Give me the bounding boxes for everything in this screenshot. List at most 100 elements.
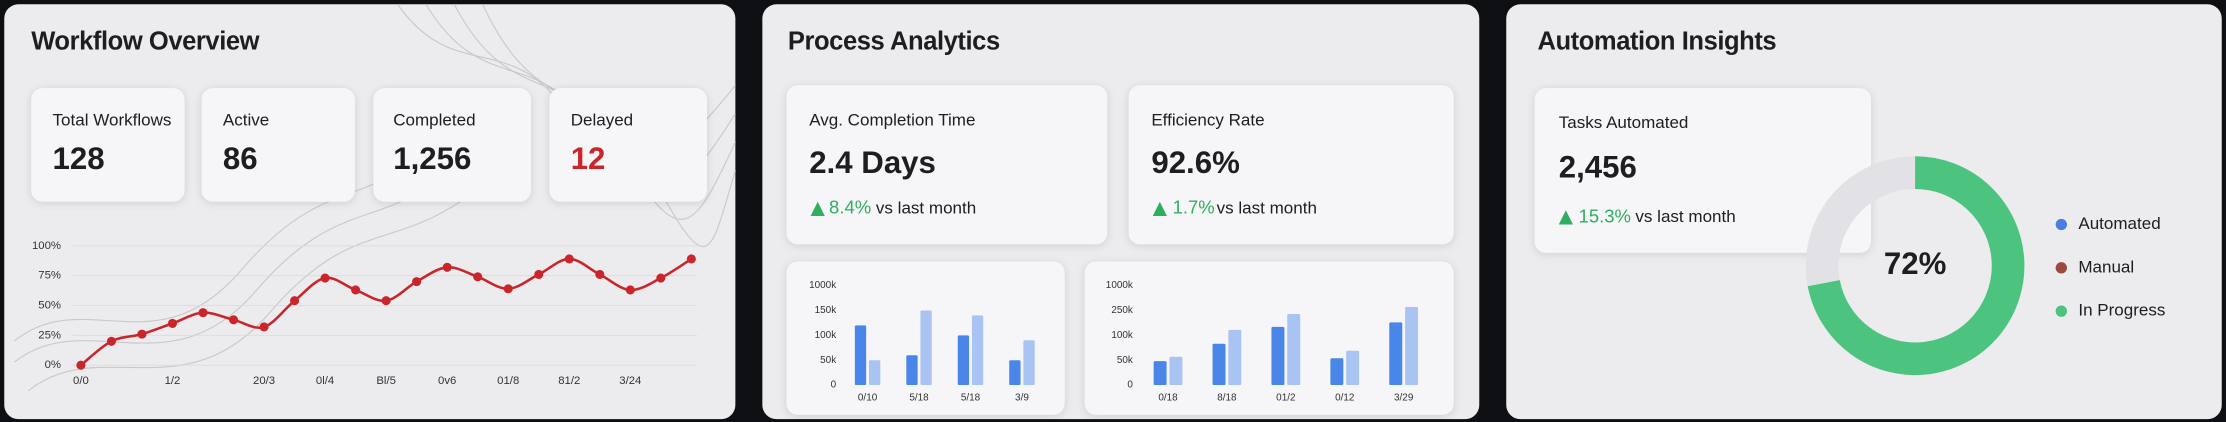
- legend-label: Automated: [2078, 214, 2160, 233]
- bar: [1271, 326, 1285, 386]
- card-value: 2,456: [1559, 149, 1637, 184]
- point: [76, 360, 86, 370]
- point: [167, 318, 178, 328]
- y-tick-label: 1000k: [809, 280, 836, 291]
- card-value: 86: [223, 141, 258, 176]
- card-change-note: vs last month: [1635, 207, 1735, 226]
- y-tick-label: 0%: [45, 359, 61, 371]
- x-tick-label: 5/18: [961, 392, 981, 403]
- card-label: Completed: [393, 110, 475, 129]
- y-tick-label: 50%: [38, 299, 61, 311]
- y-tick-label: 100k: [1111, 330, 1133, 341]
- x-tick-label: 0l/4: [316, 375, 334, 387]
- x-tick-label: 01/2: [1276, 392, 1296, 403]
- y-tick-label: 100k: [815, 330, 837, 341]
- card-value: 2.4 Days: [809, 145, 936, 180]
- bar: [1009, 360, 1021, 386]
- point: [473, 272, 483, 282]
- x-tick-label: 8/18: [1217, 392, 1237, 403]
- y-tick-label: 25%: [38, 329, 61, 341]
- legend-marker: [2055, 262, 2067, 274]
- x-tick-label: 0v6: [438, 375, 456, 387]
- point: [259, 322, 269, 332]
- bar: [957, 335, 970, 386]
- card-change: 8.4%: [829, 197, 871, 218]
- point: [595, 269, 605, 280]
- bar: [1153, 361, 1167, 386]
- bar: [1287, 313, 1301, 386]
- bar: [1212, 343, 1226, 386]
- bar: [1346, 350, 1360, 386]
- legend-label: In Progress: [2078, 301, 2165, 320]
- point: [320, 273, 330, 283]
- x-tick-label: 0/0: [73, 375, 89, 387]
- card-label: Efficiency Rate: [1151, 110, 1264, 129]
- bar: [1023, 340, 1035, 386]
- donut-center-label: 72%: [1884, 246, 1946, 281]
- point: [198, 308, 208, 318]
- point: [656, 273, 666, 283]
- panel: [4, 4, 736, 420]
- x-tick-label: 3/24: [619, 375, 641, 387]
- point: [351, 285, 361, 295]
- card-label: Tasks Automated: [1559, 113, 1689, 132]
- bar: [1405, 306, 1419, 386]
- point: [381, 296, 391, 306]
- x-tick-label: 81/2: [558, 375, 580, 387]
- point: [503, 284, 513, 294]
- point: [534, 269, 544, 280]
- y-tick-label: 250k: [1111, 305, 1133, 316]
- up-arrow: [1558, 210, 1573, 225]
- y-tick-label: 100%: [32, 240, 61, 252]
- x-tick-label: 3/29: [1394, 392, 1414, 403]
- y-tick-label: 50k: [820, 355, 836, 366]
- stat-card: [1534, 88, 1872, 253]
- card-label: Delayed: [571, 110, 633, 129]
- card-value: 1,256: [393, 141, 471, 176]
- bar: [971, 315, 984, 386]
- legend-marker: [2055, 218, 2067, 231]
- stat-card: [373, 88, 531, 202]
- point: [290, 296, 300, 306]
- bar: [1389, 322, 1403, 386]
- point: [106, 336, 116, 346]
- point: [137, 329, 147, 339]
- up-arrow: [810, 201, 825, 216]
- card-label: Active: [223, 110, 269, 129]
- stat-card: [31, 88, 185, 202]
- bar: [1228, 329, 1242, 386]
- x-tick-label: Bl/5: [376, 375, 396, 387]
- x-tick-label: 0/12: [1335, 392, 1355, 403]
- point: [228, 315, 239, 325]
- y-tick-label: 0: [1127, 380, 1133, 391]
- up-arrow: [1152, 201, 1167, 216]
- x-tick-label: 0/10: [858, 392, 878, 403]
- panel-title: Workflow Overview: [31, 27, 259, 55]
- y-tick-label: 150k: [815, 305, 837, 316]
- card-value: 12: [571, 141, 606, 176]
- x-tick-label: 0/18: [1158, 392, 1178, 403]
- y-tick-label: 50k: [1117, 355, 1133, 366]
- card-change: 15.3%: [1579, 205, 1631, 226]
- point: [625, 285, 635, 295]
- x-tick-label: 5/18: [909, 392, 929, 403]
- bar: [854, 325, 867, 386]
- point: [686, 254, 696, 264]
- card-value: 128: [53, 141, 105, 176]
- card-value: 92.6%: [1151, 145, 1240, 180]
- bar: [1330, 358, 1344, 386]
- bar: [1169, 356, 1183, 386]
- panel-title: Process Analytics: [788, 27, 1000, 55]
- legend-label: Manual: [2078, 257, 2134, 276]
- bar: [868, 360, 881, 386]
- stat-card: [549, 88, 707, 202]
- card-label: Avg. Completion Time: [809, 110, 975, 129]
- panel-title: Automation Insights: [1537, 27, 1776, 55]
- point: [412, 277, 422, 287]
- point: [564, 254, 574, 264]
- card-change-note: vs last month: [876, 198, 976, 217]
- legend-marker: [2055, 305, 2067, 317]
- stat-card: [1128, 85, 1454, 245]
